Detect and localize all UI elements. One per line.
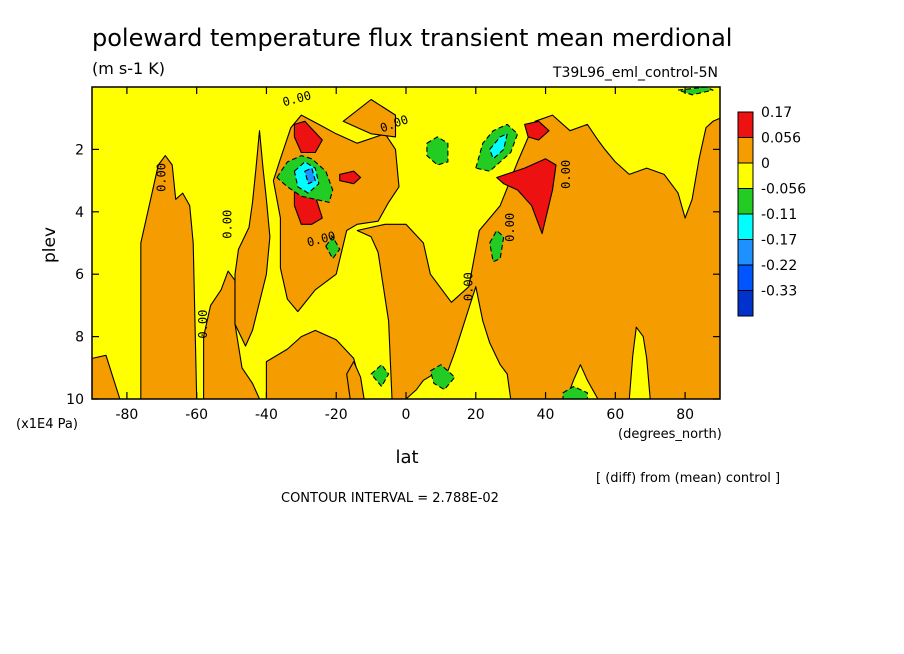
x-tick-label: -60	[185, 407, 208, 423]
contour-region-negative	[426, 136, 449, 166]
legend-swatch	[737, 213, 754, 240]
contour-region-positive	[234, 130, 271, 347]
contour-region-positive	[356, 114, 720, 399]
run-label: T39L96_eml_control-5N	[552, 65, 718, 81]
contour-region-negative	[677, 87, 714, 96]
x-tick-label: 0	[402, 407, 411, 423]
contour-region-positive	[346, 361, 365, 399]
y-axis-label: plev	[40, 227, 60, 263]
contour-region-strong	[496, 158, 557, 235]
legend-label: 0	[761, 156, 770, 172]
contour-region-strong	[339, 170, 362, 185]
legend-label: -0.33	[761, 284, 797, 300]
x-tick-label: -40	[255, 407, 278, 423]
legend-swatch	[737, 264, 754, 291]
y-tick-label: 8	[75, 330, 84, 346]
legend-label: -0.056	[761, 182, 806, 198]
legend-swatch	[737, 111, 754, 138]
chart-title: poleward temperature flux transient mean…	[92, 24, 732, 52]
contour-line-label: 0.00	[154, 163, 168, 192]
x-tick-label: 80	[676, 407, 694, 423]
y-tick-label: 10	[66, 392, 84, 408]
x-tick-label: -20	[325, 407, 348, 423]
contour-region-negative	[489, 229, 505, 263]
contour-region-negative	[370, 364, 390, 388]
x-tick-label: 60	[606, 407, 624, 423]
contour-line-label: 0.00	[503, 213, 517, 242]
legend-swatch	[737, 239, 754, 266]
contour-region-negative	[562, 385, 588, 399]
contour-line-label: 0.00	[559, 160, 573, 189]
contour-region-positive	[342, 98, 397, 138]
legend-label: -0.17	[761, 233, 797, 249]
y-tick-label: 6	[75, 267, 84, 283]
contour-line-label: 0.00	[221, 210, 235, 239]
contour-line-label: 0.00	[196, 310, 210, 339]
chart-units: (m s-1 K)	[92, 59, 165, 78]
legend-label: -0.22	[761, 258, 797, 274]
contour-region-strong	[293, 120, 323, 154]
y-tick-label: 2	[75, 142, 84, 158]
plot-area: 0.000.000.000.000.000.000.000.000.00	[91, 86, 721, 400]
y-tick-label: 4	[75, 205, 84, 221]
contour-region-positive	[140, 155, 198, 399]
legend-label: 0.17	[761, 105, 792, 121]
contour-interval: CONTOUR INTERVAL = 2.788E-02	[281, 491, 499, 506]
legend-swatch	[737, 290, 754, 317]
legend-swatch	[737, 188, 754, 215]
contour-region-positive	[92, 354, 121, 399]
x-axis-label: lat	[395, 447, 418, 468]
contour-region-strong	[524, 120, 550, 141]
legend-swatch	[737, 162, 754, 189]
y-axis: 2 4 6 8 10	[66, 142, 720, 408]
x-tick-label: -80	[115, 407, 138, 423]
contour-region-mid-negative	[304, 167, 316, 185]
color-legend: 0.17 0.056 0 -0.056 -0.11 -0.17 -0.22 -0.33	[737, 105, 806, 317]
contour-line-label: 0.00	[461, 272, 475, 301]
x-axis-units: (degrees_north)	[618, 427, 722, 442]
contour-region-negative	[325, 236, 341, 260]
legend-swatch	[737, 137, 754, 164]
contour-region-negative	[429, 364, 456, 391]
y-axis-units: (x1E4 Pa)	[16, 417, 78, 432]
contour-region-weak-negative	[489, 133, 508, 160]
legend-label: -0.11	[761, 207, 797, 223]
x-axis: -80 -60 -40 -20 0 20 40 60 80	[115, 87, 694, 423]
x-tick-label: 40	[537, 407, 555, 423]
diff-note: [ (diff) from (mean) control ]	[596, 471, 780, 486]
x-tick-label: 20	[467, 407, 485, 423]
legend-label: 0.056	[761, 131, 801, 147]
contour-region-positive	[265, 329, 362, 399]
